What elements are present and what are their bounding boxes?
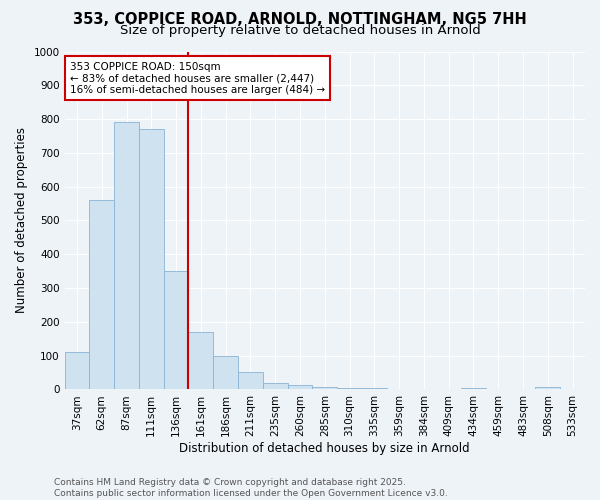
Text: 353, COPPICE ROAD, ARNOLD, NOTTINGHAM, NG5 7HH: 353, COPPICE ROAD, ARNOLD, NOTTINGHAM, N… — [73, 12, 527, 28]
Bar — [238, 372, 263, 390]
Y-axis label: Number of detached properties: Number of detached properties — [15, 128, 28, 314]
Bar — [89, 200, 114, 390]
Bar — [461, 388, 486, 390]
Bar — [387, 389, 412, 390]
Bar — [362, 388, 387, 390]
Text: 353 COPPICE ROAD: 150sqm
← 83% of detached houses are smaller (2,447)
16% of sem: 353 COPPICE ROAD: 150sqm ← 83% of detach… — [70, 62, 325, 95]
Bar — [188, 332, 213, 390]
Text: Size of property relative to detached houses in Arnold: Size of property relative to detached ho… — [119, 24, 481, 37]
X-axis label: Distribution of detached houses by size in Arnold: Distribution of detached houses by size … — [179, 442, 470, 455]
Bar — [114, 122, 139, 390]
Bar — [313, 387, 337, 390]
Bar — [535, 387, 560, 390]
Text: Contains HM Land Registry data © Crown copyright and database right 2025.
Contai: Contains HM Land Registry data © Crown c… — [54, 478, 448, 498]
Bar — [65, 352, 89, 390]
Bar — [287, 386, 313, 390]
Bar — [337, 388, 362, 390]
Bar — [139, 129, 164, 390]
Bar — [164, 271, 188, 390]
Bar — [263, 384, 287, 390]
Bar — [213, 356, 238, 390]
